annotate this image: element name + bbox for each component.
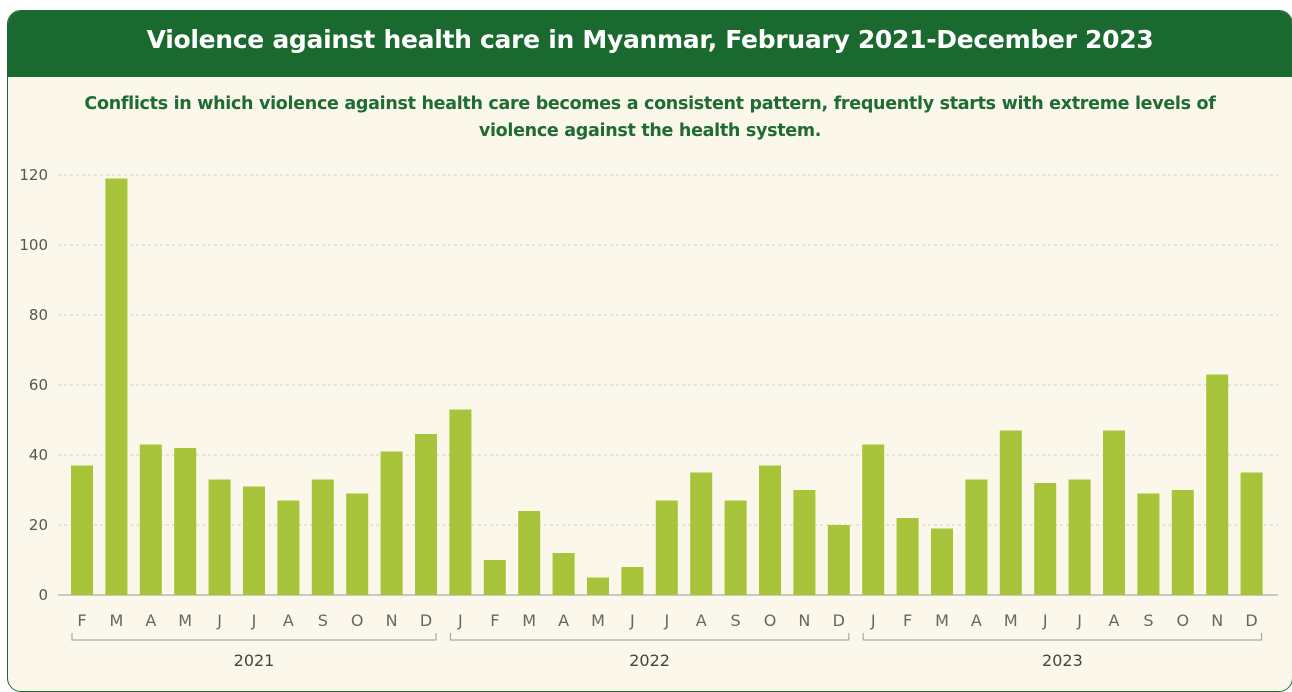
year-bracket [71,633,437,641]
bar [174,448,197,595]
x-tick-label: S [318,611,328,630]
bar [105,178,128,595]
x-tick-label: O [351,611,364,630]
x-tick-label: M [1004,611,1018,630]
bar-chart: 0 20 40 60 80 100 120 F M A M J J A S O N D J F M A M J J A S O N D J F… [19,166,1278,670]
bar [518,511,541,595]
bar [1240,472,1263,595]
x-tick-label: J [1042,611,1048,630]
y-tick-label: 120 [19,166,48,184]
x-tick-label: M [522,611,536,630]
bar [965,479,988,595]
bar [243,486,265,595]
bar [587,577,609,595]
x-tick-label: F [903,611,912,630]
x-tick-label: J [663,611,669,630]
bar [931,528,953,595]
bar [483,560,506,595]
subtitle-line-1: Conflicts in which violence against heal… [84,94,1216,114]
bar [380,451,403,595]
bar [277,500,300,595]
bar [793,490,816,595]
x-tick-label: F [77,611,86,630]
x-tick-label: J [629,611,635,630]
bar [1206,374,1229,595]
bar [346,493,369,595]
bar [139,444,162,595]
bar [1171,490,1194,595]
y-tick-label: 100 [19,236,48,254]
bar [827,525,850,595]
x-tick-label: N [1211,611,1223,630]
x-tick-label: A [558,611,569,630]
bar [621,567,644,595]
x-tick-label: O [1177,611,1190,630]
x-tick-label: J [1076,611,1082,630]
x-tick-label: M [109,611,123,630]
bar [690,472,713,595]
year-label: 2023 [1042,651,1083,670]
bar [655,500,678,595]
bar [449,409,472,595]
bar [71,465,93,595]
bar [552,553,575,595]
year-label: 2022 [629,651,670,670]
x-tick-label: N [386,611,398,630]
bar [999,430,1022,595]
year-label: 2021 [234,651,275,670]
y-tick-label: 80 [29,306,48,324]
x-tick-label: M [178,611,192,630]
x-tick-label: D [1245,611,1257,630]
bar [1103,430,1125,595]
x-tick-label: J [216,611,222,630]
year-bracket [449,633,850,641]
x-tick-label: J [870,611,876,630]
x-tick-label: J [457,611,463,630]
bar [759,465,781,595]
x-tick-label: S [1143,611,1153,630]
x-tick-label: A [971,611,982,630]
x-tick-label: M [935,611,949,630]
x-tick-label: M [591,611,605,630]
bar [1034,483,1057,595]
x-tick-label: O [764,611,777,630]
x-tick-label: N [798,611,810,630]
subtitle-line-2: violence against the health system. [478,121,822,141]
y-tick-label: 0 [38,586,48,604]
chart-title: Violence against health care in Myanmar,… [146,25,1154,54]
x-tick-label: A [283,611,294,630]
x-tick-label: F [490,611,499,630]
y-tick-label: 20 [29,516,48,534]
y-tick-label: 60 [29,376,48,394]
bar [724,500,747,595]
x-tick-label: J [251,611,257,630]
y-tick-label: 40 [29,446,48,464]
x-tick-label: A [1109,611,1120,630]
bar [1137,493,1160,595]
x-tick-label: A [145,611,156,630]
x-tick-label: D [420,611,432,630]
bar [311,479,334,595]
chart-subtitle: Conflicts in which violence against heal… [20,91,1280,145]
bar [862,444,885,595]
year-bracket [862,633,1263,641]
x-tick-label: A [696,611,707,630]
bar [896,518,919,595]
x-tick-label: D [833,611,845,630]
title-banner: Violence against health care in Myanmar,… [8,11,1292,77]
bar [208,479,231,595]
x-tick-label: S [731,611,741,630]
bar [415,434,437,595]
bar [1068,479,1091,595]
